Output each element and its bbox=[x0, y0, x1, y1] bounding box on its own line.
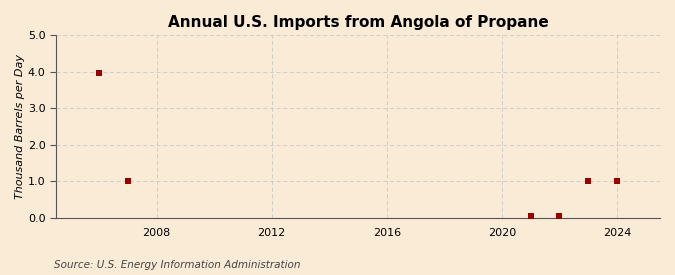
Title: Annual U.S. Imports from Angola of Propane: Annual U.S. Imports from Angola of Propa… bbox=[167, 15, 548, 30]
Point bbox=[122, 179, 133, 183]
Point bbox=[612, 179, 622, 183]
Point bbox=[554, 214, 565, 218]
Y-axis label: Thousand Barrels per Day: Thousand Barrels per Day bbox=[15, 54, 25, 199]
Point bbox=[583, 179, 593, 183]
Text: Source: U.S. Energy Information Administration: Source: U.S. Energy Information Administ… bbox=[54, 260, 300, 270]
Point bbox=[94, 71, 105, 75]
Point bbox=[525, 214, 536, 218]
